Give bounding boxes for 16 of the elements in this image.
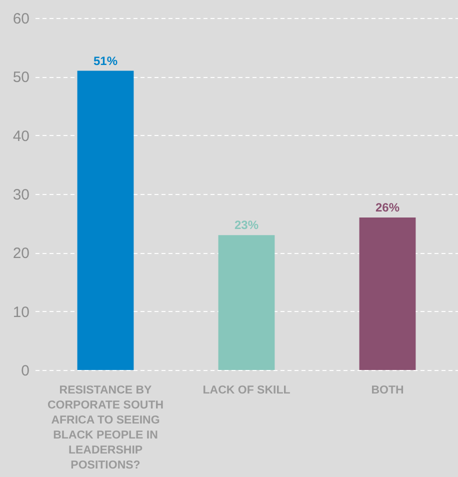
x-tick-label: RESISTANCE BY CORPORATE SOUTH AFRICA TO SEEING BLACK PEOPLE IN LEADERSHIP POSITIONS? [47,384,164,472]
data-label: 51% [93,54,118,68]
y-tick-label: 20 [12,245,30,262]
y-tick-label: 10 [12,304,30,321]
y-tick-label: 30 [12,186,30,204]
bar [77,70,134,370]
data-label: 26% [375,200,400,214]
y-tick-label: 50 [12,69,30,86]
x-tick-label: BOTH [371,384,404,396]
data-label: 23% [234,218,259,232]
y-tick-label: 0 [21,362,30,380]
bar [218,235,275,370]
x-tick-label: LACK OF SKILL [202,384,290,396]
bar [359,217,416,370]
y-tick-label: 40 [12,128,30,145]
y-tick-label: 60 [12,10,30,28]
